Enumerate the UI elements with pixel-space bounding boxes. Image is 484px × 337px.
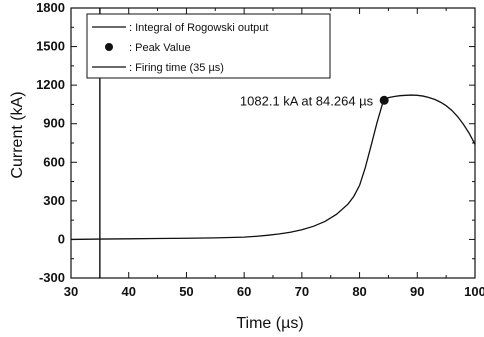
legend-label-firing: : Firing time (35 µs) (129, 62, 224, 74)
y-tick-label: 1800 (36, 0, 65, 15)
x-tick-label: 40 (121, 284, 135, 299)
series-line (70, 94, 476, 241)
y-tick-label: 600 (43, 154, 65, 169)
x-tick-label: 90 (410, 284, 424, 299)
y-tick-labels: -300 0 300 600 900 1200 1500 1800 (36, 0, 65, 285)
x-tick-label: 60 (237, 284, 251, 299)
legend: : Integral of Rogowski output : Peak Val… (86, 13, 331, 79)
x-tick-label: 80 (352, 284, 366, 299)
x-tick-labels: 30 40 50 60 70 80 90 100 (64, 284, 484, 299)
y-axis-title: Current (kA) (9, 91, 26, 178)
y-tick-label: 900 (43, 116, 65, 131)
legend-box (86, 13, 331, 79)
peak-label: 1082.1 kA at 84.264 µs (240, 93, 374, 108)
y-tick-label: 0 (58, 231, 65, 246)
x-tick-label: 100 (464, 284, 484, 299)
legend-dot-peak (105, 43, 113, 51)
y-tick-label: 300 (43, 193, 65, 208)
y-tick-label: 1200 (36, 77, 65, 92)
x-tick-label: 70 (295, 284, 309, 299)
peak-point (379, 95, 389, 105)
y-tick-label: -300 (39, 270, 65, 285)
x-axis-title: Time (µs) (236, 315, 303, 332)
legend-label-peak: : Peak Value (129, 42, 191, 54)
x-tick-label: 50 (179, 284, 193, 299)
x-tick-label: 30 (64, 284, 78, 299)
y-tick-label: 1500 (36, 39, 65, 54)
legend-label-integral: : Integral of Rogowski output (129, 22, 268, 34)
